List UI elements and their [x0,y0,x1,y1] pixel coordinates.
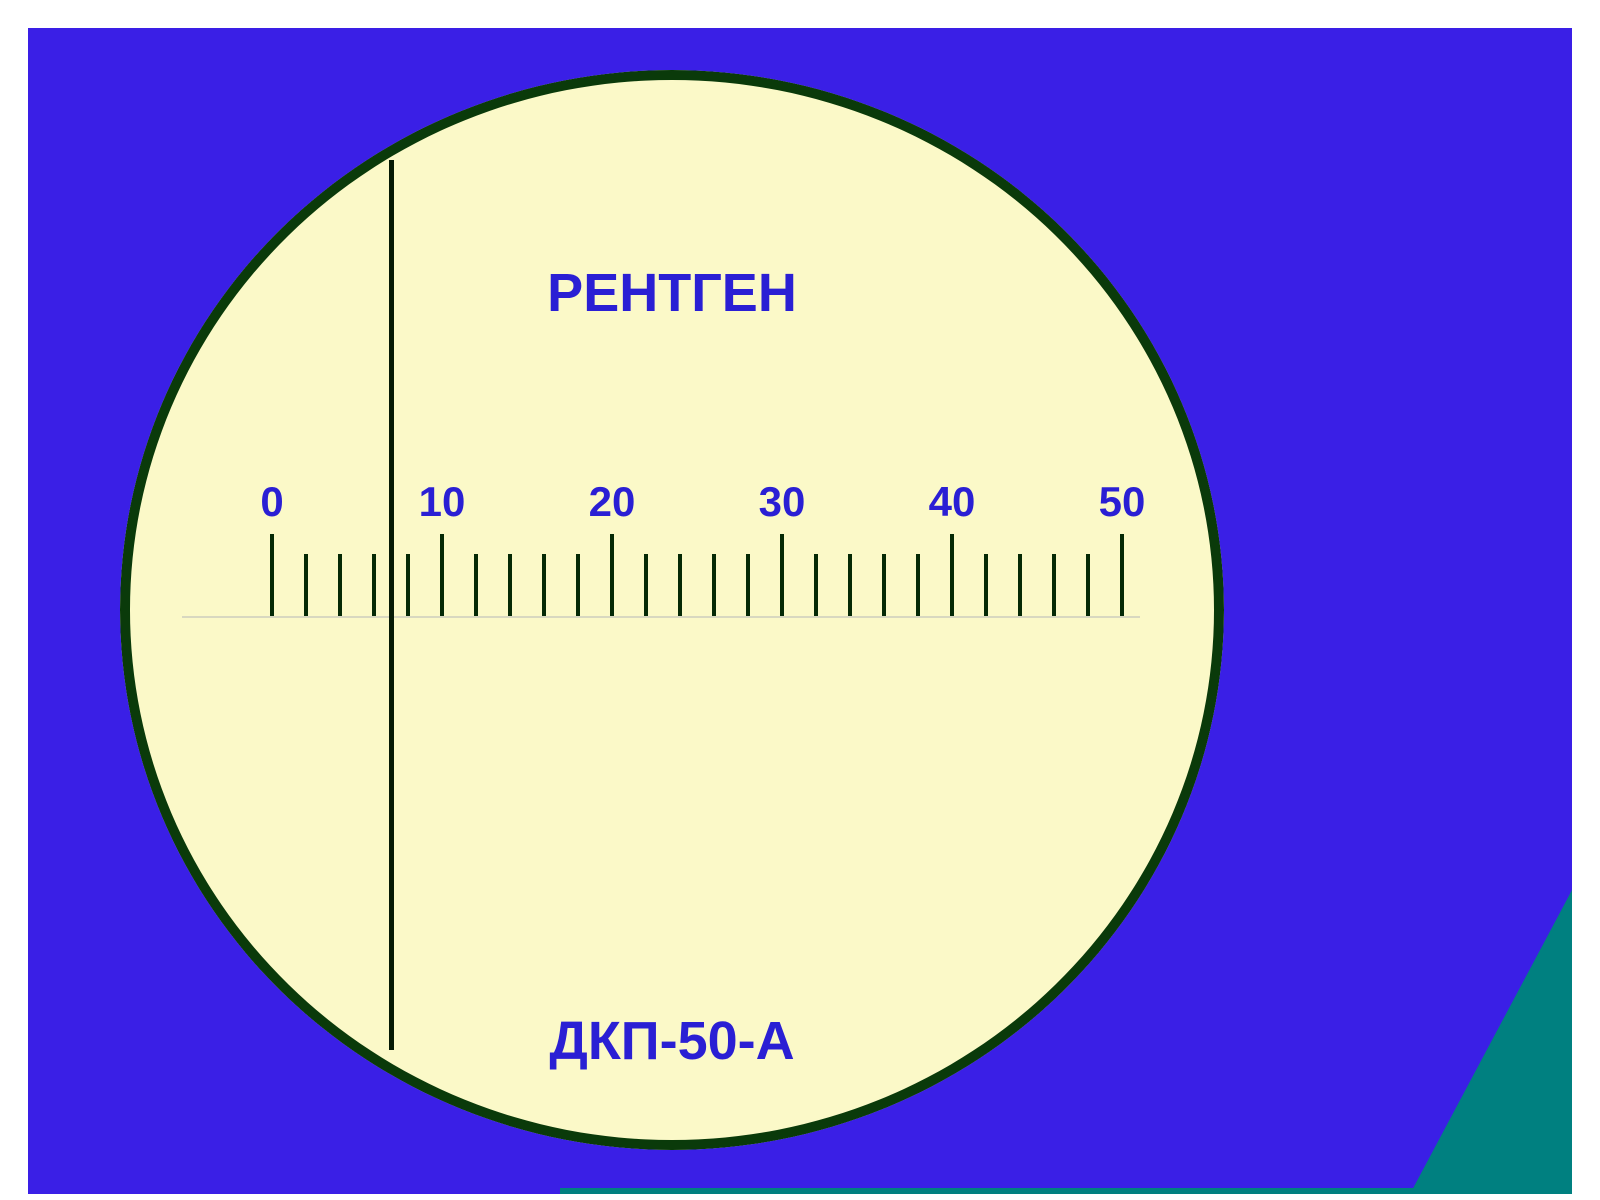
dosimeter-dial: РЕНТГЕН ДКП-50-А 01020304050 [120,70,1224,1150]
teal-bottom-bar [560,1188,1572,1194]
dial-border [120,70,1224,1150]
teal-triangle-icon [1410,890,1572,1194]
